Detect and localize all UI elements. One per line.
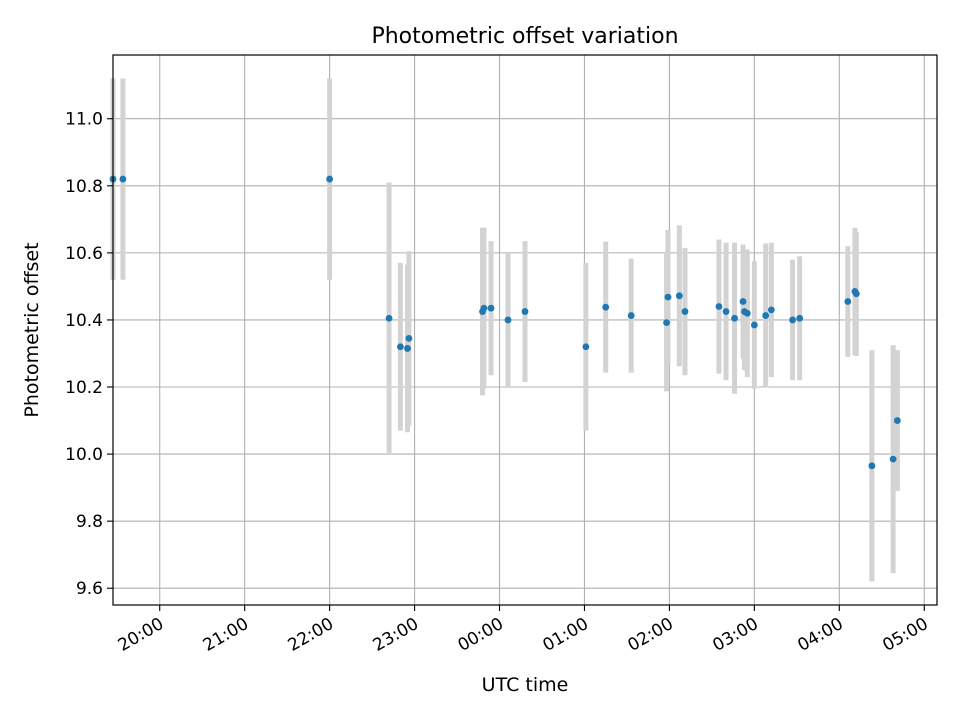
data-point: [487, 304, 495, 312]
data-point: [119, 175, 127, 183]
x-tick-label: 01:00: [540, 614, 592, 656]
data-point: [722, 308, 730, 315]
data-point: [789, 316, 796, 324]
data-point: [796, 314, 804, 322]
errorbar-layer: [110, 78, 900, 582]
chart-title: Photometric offset variation: [371, 24, 678, 49]
grid-layer: [113, 55, 937, 605]
x-tick-label: 02:00: [624, 614, 676, 656]
y-tick-label: 10.4: [65, 311, 103, 331]
data-point: [868, 462, 876, 470]
x-tick-label: 03:00: [709, 614, 761, 656]
data-point: [663, 319, 670, 327]
x-tick-label: 04:00: [794, 614, 846, 656]
data-point: [731, 314, 738, 322]
data-point: [767, 306, 775, 314]
y-tick-label: 10.0: [65, 445, 103, 465]
data-point: [521, 308, 529, 315]
data-point: [405, 334, 413, 342]
data-point: [664, 293, 672, 301]
data-point: [715, 303, 723, 310]
data-point: [762, 312, 770, 319]
data-point: [385, 314, 393, 322]
data-point: [326, 175, 334, 183]
data-point: [504, 316, 512, 324]
tick-layer: 20:00 21:00 22:00 23:00 00:00 01:00 02:00 03:00…: [65, 110, 932, 656]
x-axis-label: UTC time: [482, 674, 569, 696]
y-axis-label: Photometric offset: [21, 242, 43, 417]
y-tick-label: 9.8: [76, 512, 103, 532]
data-point: [889, 455, 897, 463]
y-tick-label: 10.8: [65, 177, 103, 197]
y-tick-label: 10.6: [65, 244, 103, 264]
x-tick-label: 22:00: [285, 614, 337, 656]
y-tick-label: 11.0: [65, 110, 103, 130]
x-tick-label: 21:00: [200, 614, 252, 656]
point-layer: [109, 175, 901, 470]
x-tick-label: 20:00: [115, 614, 167, 656]
data-point: [893, 417, 901, 424]
x-tick-label: 23:00: [370, 614, 422, 656]
data-point: [743, 309, 751, 317]
data-point: [739, 298, 747, 305]
data-point: [480, 304, 488, 312]
data-point: [602, 303, 610, 311]
data-point: [582, 343, 590, 351]
plot-frame: [112, 54, 938, 606]
y-tick-label: 9.6: [76, 579, 103, 599]
x-tick-label: 05:00: [879, 614, 931, 656]
data-point: [397, 343, 404, 351]
data-point: [750, 321, 758, 329]
data-point: [675, 292, 683, 300]
y-tick-label: 10.2: [65, 378, 103, 398]
data-point: [852, 290, 860, 298]
data-point: [844, 298, 852, 305]
x-tick-label: 00:00: [455, 614, 507, 656]
data-point: [681, 308, 689, 315]
data-point: [627, 312, 635, 319]
data-point: [404, 345, 411, 352]
